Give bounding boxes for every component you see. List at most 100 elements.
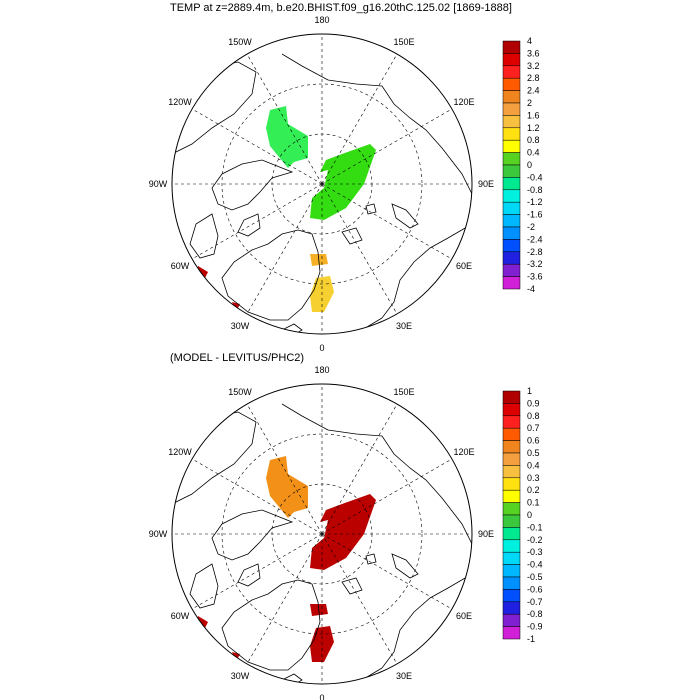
colorbar-box: [502, 465, 521, 479]
coastline: [281, 323, 303, 334]
longitude-label: 150W: [228, 387, 252, 397]
coastline: [341, 227, 363, 245]
colorbar-box: [502, 502, 521, 516]
longitude-label: 0: [319, 693, 324, 700]
colorbar-box: [502, 589, 521, 603]
colorbar-box: [502, 403, 521, 417]
colorbar-box: [502, 263, 521, 277]
coastline: [281, 403, 472, 545]
coastline: [281, 53, 472, 195]
longitude-label: 120E: [454, 97, 475, 107]
latitude-circle: [221, 83, 423, 285]
colorbar-box: [502, 539, 521, 553]
colorbar-label: -3.2: [527, 259, 543, 269]
meridian-line: [246, 403, 323, 535]
colorbar-label: 0.4: [527, 460, 540, 470]
longitude-label: 30W: [231, 321, 250, 331]
colorbar-label: 0.2: [527, 485, 540, 495]
colorbar-box: [502, 452, 521, 466]
meridian-line: [246, 183, 323, 315]
longitude-label: 90W: [149, 179, 168, 189]
map-panel-1: 180 150E 120E 90E 60E 30E 0 30W 60W 90W 120W 150W: [149, 15, 494, 353]
colorbar-label: -0.2: [527, 535, 543, 545]
colorbar-label: 0: [527, 510, 532, 520]
meridian-line: [321, 53, 398, 185]
longitude-label: 0: [319, 343, 324, 353]
colorbar-label: 0.9: [527, 398, 540, 408]
canada-basin-patch: [266, 106, 308, 168]
colorbar-label: -1: [527, 634, 535, 644]
coastline: [361, 573, 472, 681]
colorbar-box: [502, 102, 521, 116]
colorbar-box: [502, 415, 521, 429]
meridian-line: [321, 403, 398, 535]
longitude-label: 90E: [478, 179, 494, 189]
meridian-line: [321, 533, 398, 665]
canada-basin-patch: [266, 456, 308, 518]
colorbar-label: 0.7: [527, 423, 540, 433]
meridian-line: [246, 533, 323, 665]
meridian-line: [321, 183, 398, 315]
colorbar-box: [502, 139, 521, 153]
eurasian-basin-patch: [310, 494, 376, 570]
colorbar-label: -0.1: [527, 522, 543, 532]
colorbar-label: -0.7: [527, 597, 543, 607]
coastline: [172, 411, 257, 505]
colorbar-box: [502, 226, 521, 240]
longitude-label: 180: [314, 365, 329, 375]
colorbar-box: [502, 189, 521, 203]
colorbar-label: 0.8: [527, 411, 540, 421]
longitude-label: 150E: [393, 37, 414, 47]
colorbar-box: [502, 214, 521, 228]
colorbar-label: 0.8: [527, 135, 540, 145]
colorbar-box: [502, 164, 521, 178]
colorbar-box: [502, 427, 521, 441]
colorbar-box: [502, 477, 521, 491]
coastline: [365, 203, 377, 215]
coastline: [237, 213, 261, 237]
colorbar-label: 1.6: [527, 110, 540, 120]
colorbar-box: [502, 276, 521, 290]
coastline: [172, 61, 257, 155]
colorbar-box: [502, 251, 521, 265]
colorbar-box: [502, 440, 521, 454]
longitude-label: 30E: [396, 671, 412, 681]
meridian-line: [191, 458, 323, 535]
colorbar-box: [502, 115, 521, 129]
longitude-label: 120E: [454, 447, 475, 457]
longitude-label: 90W: [149, 529, 168, 539]
colorbar-label: -0.3: [527, 547, 543, 557]
coastline: [361, 223, 472, 331]
colorbar-label: 2.8: [527, 73, 540, 83]
colorbar-label: 0: [527, 160, 532, 170]
colorbar-label: 2: [527, 98, 532, 108]
map-panel-2: 180 150E 120E 90E 60E 30E 0 30W 60W 90W 120W 150W: [149, 365, 494, 700]
colorbar-box: [502, 177, 521, 191]
longitude-label: 60W: [171, 261, 190, 271]
longitude-label: 150E: [393, 387, 414, 397]
map-boundary: [171, 33, 473, 335]
longitude-label: 120W: [168, 447, 192, 457]
longitude-label: 150W: [228, 37, 252, 47]
colorbar-box: [502, 527, 521, 541]
colorbar-label: -1.6: [527, 210, 543, 220]
colorbar-label: 4: [527, 36, 532, 46]
longitude-label: 120W: [168, 97, 192, 107]
colorbar-box: [502, 65, 521, 79]
colorbar-box: [502, 40, 521, 54]
coastline: [211, 509, 294, 561]
colorbar-box: [502, 601, 521, 615]
colorbar-label: 3.2: [527, 61, 540, 71]
latitude-circle: [221, 433, 423, 635]
meridian-line: [191, 108, 323, 185]
colorbar-label: 1.2: [527, 123, 540, 133]
colorbar-label: 3.6: [527, 48, 540, 58]
colorbar-label: -1.2: [527, 197, 543, 207]
colorbar-box: [502, 514, 521, 528]
colorbar-label: 0.5: [527, 448, 540, 458]
coastline: [221, 229, 321, 321]
colorbar-label: -0.5: [527, 572, 543, 582]
panel-1-title: TEMP at z=2889.4m, b.e20.BHIST.f09_g16.2…: [170, 2, 512, 14]
colorbar-box: [502, 152, 521, 166]
colorbar-1: 4 3.6 3.2 2.8 2.4 2 1.6 1.2 0.8 0.4 0 -0.4 -0.8 -1.2 -…: [502, 36, 543, 294]
